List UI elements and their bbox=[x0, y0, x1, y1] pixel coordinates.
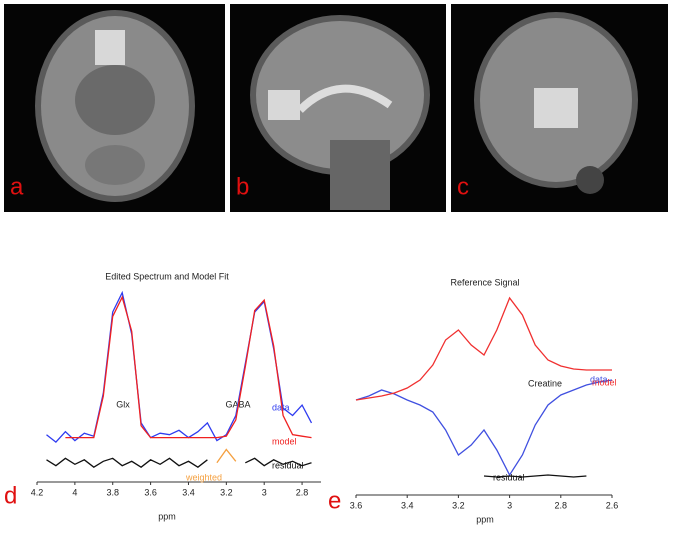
chart-title: Edited Spectrum and Model Fit bbox=[105, 271, 229, 281]
mri-sagittal bbox=[230, 4, 446, 212]
series-label: residual bbox=[493, 472, 525, 482]
series-line bbox=[216, 448, 237, 464]
mri-coronal bbox=[451, 4, 668, 212]
x-tick-label: 3 bbox=[262, 487, 267, 497]
x-tick-label: 2.8 bbox=[555, 500, 568, 510]
x-axis-label: ppm bbox=[158, 511, 176, 521]
series-line bbox=[355, 296, 612, 401]
panel-label: d bbox=[4, 482, 17, 509]
x-tick-label: 4.2 bbox=[31, 487, 44, 497]
series-line bbox=[65, 295, 312, 439]
panel-label: c bbox=[457, 173, 469, 200]
series-line bbox=[46, 290, 313, 443]
x-tick-label: 3.6 bbox=[144, 487, 157, 497]
x-tick-label: 4 bbox=[72, 487, 77, 497]
panel-label: e bbox=[328, 487, 341, 514]
series-line bbox=[355, 379, 613, 477]
panel-label: b bbox=[236, 173, 249, 200]
series-label: model bbox=[592, 377, 617, 387]
series-label: data bbox=[590, 374, 608, 384]
series-label: weighted bbox=[185, 472, 222, 482]
series-line bbox=[46, 457, 312, 468]
x-axis-label: ppm bbox=[476, 514, 494, 524]
x-tick-label: 2.8 bbox=[296, 487, 309, 497]
mri-axial bbox=[4, 4, 225, 212]
series-label: data bbox=[272, 402, 290, 412]
series-label: model bbox=[272, 436, 297, 446]
x-tick-label: 3.2 bbox=[452, 500, 465, 510]
panel-label: a bbox=[10, 173, 24, 200]
x-tick-label: 2.6 bbox=[606, 500, 619, 510]
annotation: Glx bbox=[116, 399, 130, 409]
x-tick-label: 3.4 bbox=[401, 500, 414, 510]
x-tick-label: 3.4 bbox=[182, 487, 195, 497]
series-line bbox=[483, 474, 587, 478]
x-tick-label: 3.2 bbox=[220, 487, 233, 497]
x-tick-label: 3.6 bbox=[350, 500, 363, 510]
annotation: Creatine bbox=[528, 378, 562, 388]
x-tick-label: 3 bbox=[507, 500, 512, 510]
x-tick-label: 3.8 bbox=[106, 487, 119, 497]
chart-title: Reference Signal bbox=[450, 277, 519, 287]
series-label: residual bbox=[272, 460, 304, 470]
